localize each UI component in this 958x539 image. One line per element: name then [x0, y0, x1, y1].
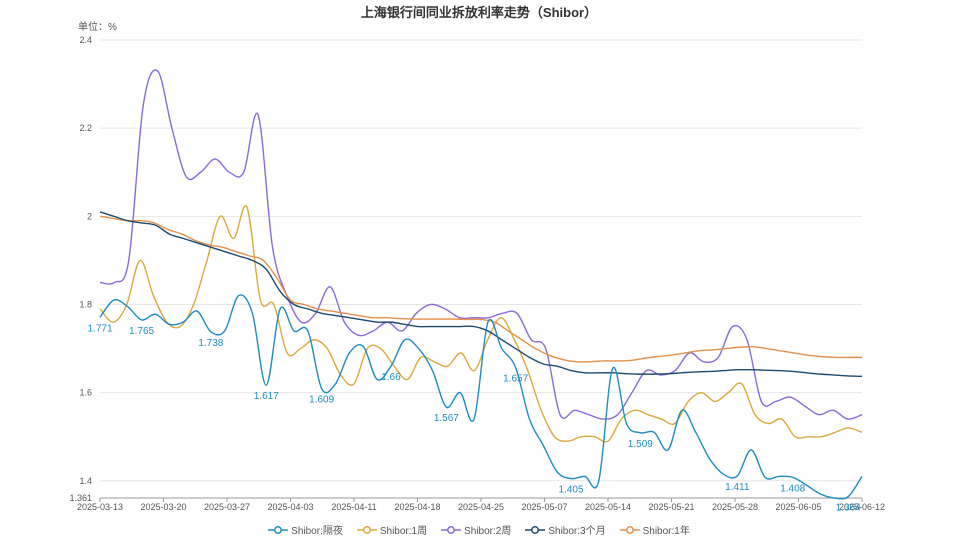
data-label: 1.771	[87, 323, 112, 334]
x-tick-label: 2025-05-14	[585, 502, 631, 512]
legend-swatch	[268, 525, 289, 534]
legend: Shibor:隔夜 Shibor:1周 Shibor:2周 Shibor:3个月 Shi…	[0, 522, 958, 537]
x-tick-label: 2025-03-20	[140, 502, 186, 512]
x-tick-label: 2025-03-27	[204, 502, 250, 512]
series-line	[99, 294, 863, 500]
y-tick-label: 2	[87, 211, 92, 221]
legend-label: Shibor:1周	[379, 526, 428, 537]
x-tick-label: 2025-04-25	[458, 502, 504, 512]
data-label: 1.364	[836, 503, 861, 514]
legend-item[interactable]: Shibor:1年	[619, 522, 690, 537]
x-tick-label: 2025-03-13	[77, 502, 123, 512]
series-line	[99, 205, 863, 443]
data-label: 1.408	[780, 483, 805, 494]
x-tick-label: 2025-06-12	[839, 502, 885, 512]
y-tick-label: 1.4	[79, 476, 92, 486]
data-label: 1.405	[559, 485, 584, 496]
x-tick-label: 2025-05-28	[712, 502, 758, 512]
legend-item[interactable]: Shibor:3个月	[525, 522, 606, 537]
legend-label: Shibor:3个月	[548, 526, 606, 537]
legend-item[interactable]: Shibor:2周	[441, 522, 511, 537]
legend-swatch	[619, 525, 640, 534]
legend-item[interactable]: Shibor:隔夜	[268, 522, 343, 537]
legend-item[interactable]: Shibor:1周	[356, 522, 428, 537]
legend-label: Shibor:2周	[464, 526, 512, 537]
series-line	[99, 69, 863, 420]
x-tick-label: 2025-04-03	[267, 502, 313, 512]
data-label: 1.411	[725, 482, 750, 493]
series-line	[99, 211, 863, 378]
data-label: 1.66	[381, 372, 401, 383]
y-tick-label: 2.4	[79, 35, 92, 45]
data-label: 1.609	[309, 395, 334, 406]
x-tick-label: 2025-05-07	[521, 502, 567, 512]
x-tick-label: 2025-06-05	[775, 502, 821, 512]
y-tick-label: 2.2	[79, 123, 92, 133]
data-label: 1.567	[434, 413, 459, 424]
x-tick-label: 2025-04-18	[394, 502, 440, 512]
data-label: 1.765	[129, 326, 154, 337]
series-line	[99, 215, 862, 363]
y-tick-label: 1.361	[69, 493, 92, 503]
legend-swatch	[525, 525, 546, 534]
data-label: 1.738	[198, 338, 223, 349]
data-label: 1.617	[254, 391, 279, 402]
y-tick-label: 1.6	[79, 388, 92, 398]
data-label: 1.509	[628, 439, 653, 450]
legend-label: Shibor:1年	[642, 526, 690, 537]
legend-label: Shibor:隔夜	[291, 526, 343, 537]
x-tick-label: 2025-05-21	[648, 502, 694, 512]
data-label: 1.657	[503, 374, 528, 385]
x-tick-label: 2025-04-11	[331, 502, 376, 512]
legend-swatch	[356, 525, 377, 534]
legend-swatch	[441, 525, 462, 534]
y-tick-label: 1.8	[79, 299, 92, 309]
unit-label: 单位：%	[78, 22, 117, 33]
chart-title: 上海银行间同业拆放利率走势（Shibor）	[360, 5, 598, 20]
